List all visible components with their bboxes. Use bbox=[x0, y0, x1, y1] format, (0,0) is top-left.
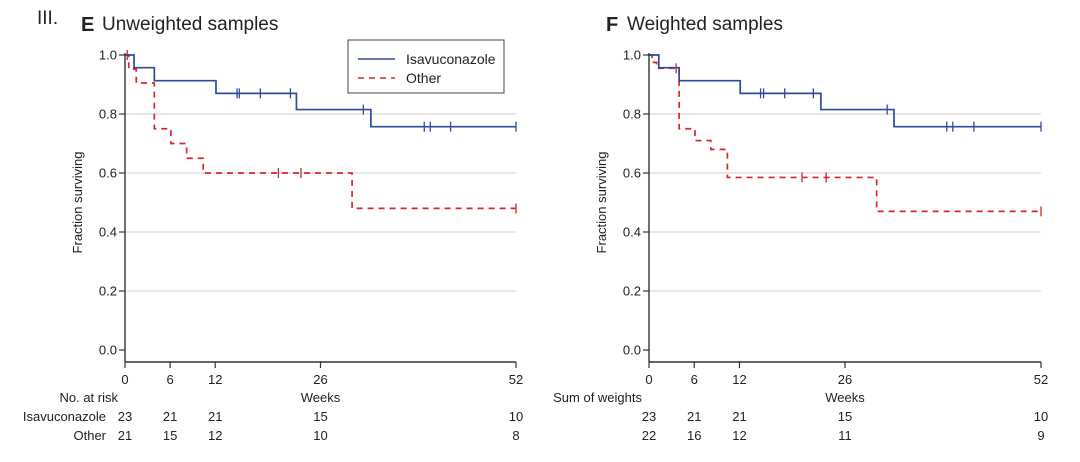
risk-value: 12 bbox=[732, 428, 746, 443]
y-tick-label: 0.6 bbox=[99, 166, 117, 181]
risk-table-header: Sum of weights bbox=[553, 390, 642, 405]
y-tick-label: 1.0 bbox=[623, 48, 641, 63]
risk-value: 11 bbox=[838, 428, 852, 443]
axes: 0.0 0.2 0.4 0.6 0.8 1.0 0 6 12 26 52 bbox=[623, 48, 1048, 388]
risk-value: 15 bbox=[313, 409, 327, 424]
x-axis-label: Weeks bbox=[825, 390, 865, 405]
gridlines bbox=[125, 113, 516, 292]
y-tick-label: 0.8 bbox=[623, 107, 641, 122]
y-tick-label: 1.0 bbox=[99, 48, 117, 63]
survival-curves bbox=[649, 54, 1042, 217]
legend: Isavuconazole Other bbox=[347, 39, 505, 94]
risk-value: 10 bbox=[1034, 409, 1048, 424]
x-tick-label: 0 bbox=[121, 372, 128, 387]
legend-label-isavuconazole: Isavuconazole bbox=[406, 51, 496, 67]
y-tick-label: 0.2 bbox=[99, 284, 117, 299]
risk-value: 22 bbox=[642, 428, 656, 443]
x-tick-label: 0 bbox=[645, 372, 652, 387]
x-tick-label: 6 bbox=[691, 372, 698, 387]
risk-value: 21 bbox=[687, 409, 701, 424]
y-axis-label: Fraction surviving bbox=[594, 152, 609, 254]
x-tick-label: 52 bbox=[509, 372, 523, 387]
x-tick-label: 6 bbox=[166, 372, 173, 387]
panel-title: Unweighted samples bbox=[102, 14, 278, 35]
y-tick-label: 0.8 bbox=[99, 107, 117, 122]
risk-row-label: Isavuconazole bbox=[23, 409, 106, 424]
risk-table: No. at risk Isavuconazole 23 21 21 15 10 Other 2… bbox=[23, 390, 523, 443]
figure-label: III. bbox=[37, 8, 58, 29]
legend-box bbox=[347, 39, 505, 94]
y-tick-label: 0.0 bbox=[623, 343, 641, 358]
risk-row-label: Other bbox=[73, 428, 106, 443]
panel-e-unweighted: E Unweighted samples 0.00.20.40.60.81.00… bbox=[23, 14, 523, 443]
panel-letter: F bbox=[606, 14, 618, 36]
km-curve-other bbox=[649, 54, 1041, 213]
x-tick-label: 26 bbox=[313, 372, 327, 387]
panel-title: Weighted samples bbox=[627, 14, 783, 35]
y-axis-label: Fraction surviving bbox=[70, 152, 85, 254]
risk-value: 21 bbox=[118, 428, 132, 443]
survival-curves bbox=[125, 50, 517, 214]
x-tick-label: 26 bbox=[838, 372, 852, 387]
x-axis-label: Weeks bbox=[301, 390, 341, 405]
x-tick-label: 12 bbox=[732, 372, 746, 387]
y-tick-label: 0.4 bbox=[99, 225, 117, 240]
risk-value: 10 bbox=[509, 409, 523, 424]
risk-value: 8 bbox=[512, 428, 519, 443]
risk-value: 23 bbox=[118, 409, 132, 424]
km-curve-other bbox=[125, 54, 516, 210]
risk-value: 15 bbox=[838, 409, 852, 424]
gridlines bbox=[649, 113, 1041, 292]
legend-label-other: Other bbox=[406, 70, 441, 86]
y-tick-label: 0.2 bbox=[623, 284, 641, 299]
km-curve-isavuconazole bbox=[125, 54, 516, 128]
risk-value: 21 bbox=[208, 409, 222, 424]
y-tick-label: 0.0 bbox=[99, 343, 117, 358]
risk-value: 15 bbox=[163, 428, 177, 443]
risk-value: 21 bbox=[163, 409, 177, 424]
risk-value: 16 bbox=[687, 428, 701, 443]
risk-value: 10 bbox=[313, 428, 327, 443]
panel-f-weighted: F Weighted samples 0.0 0.2 0.4 0.6 0.8 1.0 0 6 1… bbox=[553, 14, 1048, 443]
x-tick-label: 12 bbox=[208, 372, 222, 387]
x-tick-label: 52 bbox=[1034, 372, 1048, 387]
risk-table-header: No. at risk bbox=[59, 390, 118, 405]
risk-value: 21 bbox=[732, 409, 746, 424]
y-tick-label: 0.6 bbox=[623, 166, 641, 181]
risk-value: 12 bbox=[208, 428, 222, 443]
y-tick-label: 0.4 bbox=[623, 225, 641, 240]
risk-value: 23 bbox=[642, 409, 656, 424]
km-curve-isavuconazole bbox=[649, 54, 1041, 128]
panel-letter: E bbox=[81, 14, 94, 36]
axes: 0.0 0.2 0.4 0.6 0.8 1.0 0 6 12 26 52 bbox=[99, 48, 523, 388]
risk-value: 9 bbox=[1037, 428, 1044, 443]
